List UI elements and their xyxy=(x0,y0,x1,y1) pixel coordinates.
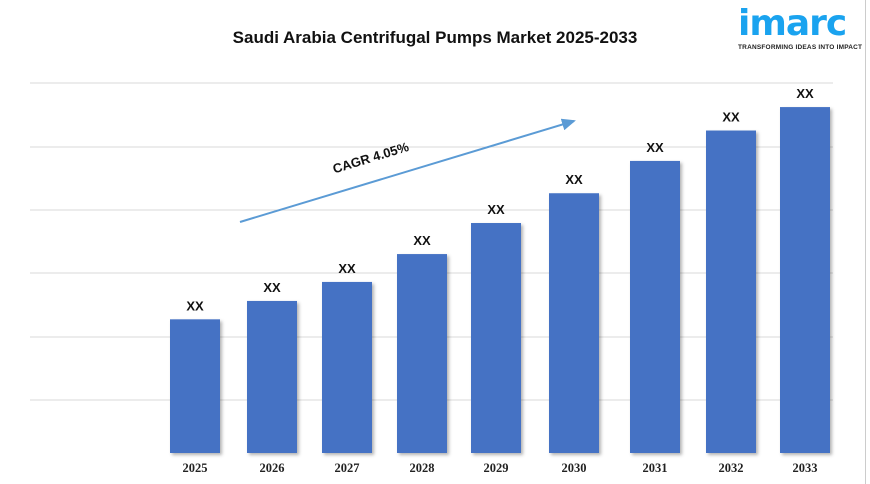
data-label-2029: XX xyxy=(487,202,505,217)
x-tick-label-2025: 2025 xyxy=(183,461,208,475)
bar-2027 xyxy=(322,281,372,453)
bar-2029 xyxy=(471,223,521,453)
data-label-2027: XX xyxy=(338,261,356,276)
imarc-logo: imarc TRANSFORMING IDEAS INTO IMPACT xyxy=(738,2,868,62)
x-tick-label-2028: 2028 xyxy=(410,461,435,475)
cagr-arrow xyxy=(239,118,576,223)
x-tick-label-2027: 2027 xyxy=(335,461,360,475)
x-tick-label-2031: 2031 xyxy=(643,461,668,475)
bar-2033 xyxy=(780,107,830,453)
data-label-2025: XX xyxy=(186,298,204,313)
data-label-2028: XX xyxy=(413,233,431,248)
logo-tagline: TRANSFORMING IDEAS INTO IMPACT xyxy=(738,44,863,51)
bar-2032 xyxy=(706,130,756,453)
data-label-2031: XX xyxy=(646,140,664,155)
data-label-2030: XX xyxy=(565,172,583,187)
x-tick-label-2026: 2026 xyxy=(260,461,285,475)
data-label-2026: XX xyxy=(263,280,281,295)
bar-2030 xyxy=(549,193,599,453)
data-label-2032: XX xyxy=(722,110,740,125)
x-tick-label-2032: 2032 xyxy=(719,461,744,475)
x-tick-label-2029: 2029 xyxy=(484,461,509,475)
bar-2031 xyxy=(630,160,680,453)
data-label-2033: XX xyxy=(796,86,814,101)
x-tick-label-2030: 2030 xyxy=(562,461,587,475)
logo-word: imarc xyxy=(738,3,847,44)
frame-border xyxy=(865,0,866,484)
bar-2026 xyxy=(247,300,297,453)
x-tick-label-2033: 2033 xyxy=(793,461,818,475)
bar-2025 xyxy=(170,319,220,453)
bar-2028 xyxy=(397,254,447,453)
cagr-annotation: CAGR 4.05% xyxy=(331,139,411,176)
chart-title: Saudi Arabia Centrifugal Pumps Market 20… xyxy=(232,28,638,47)
